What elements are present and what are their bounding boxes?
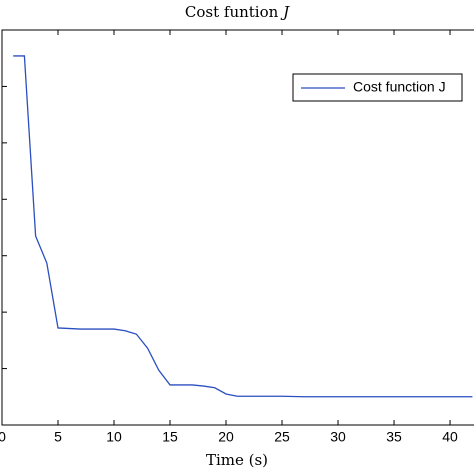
x-axis-label: Time (s) <box>206 451 268 469</box>
x-tick-label: 30 <box>330 429 346 445</box>
x-tick-label: 10 <box>106 429 122 445</box>
x-tick-label: 20 <box>218 429 234 445</box>
legend-label: Cost function J <box>353 79 446 95</box>
title-italic: J <box>280 3 290 21</box>
x-tick-label: 35 <box>386 429 402 445</box>
axes-frame <box>1 29 474 426</box>
x-tick-label: 15 <box>162 429 178 445</box>
x-tick-label: 25 <box>274 429 290 445</box>
x-tick-label: 0 <box>0 429 6 445</box>
line <box>13 55 473 398</box>
chart-title: Cost funtion J <box>185 3 290 21</box>
title-text: Cost funtion <box>185 3 283 21</box>
x-tick-label: 40 <box>442 429 458 445</box>
x-tick-label: 5 <box>54 429 62 445</box>
